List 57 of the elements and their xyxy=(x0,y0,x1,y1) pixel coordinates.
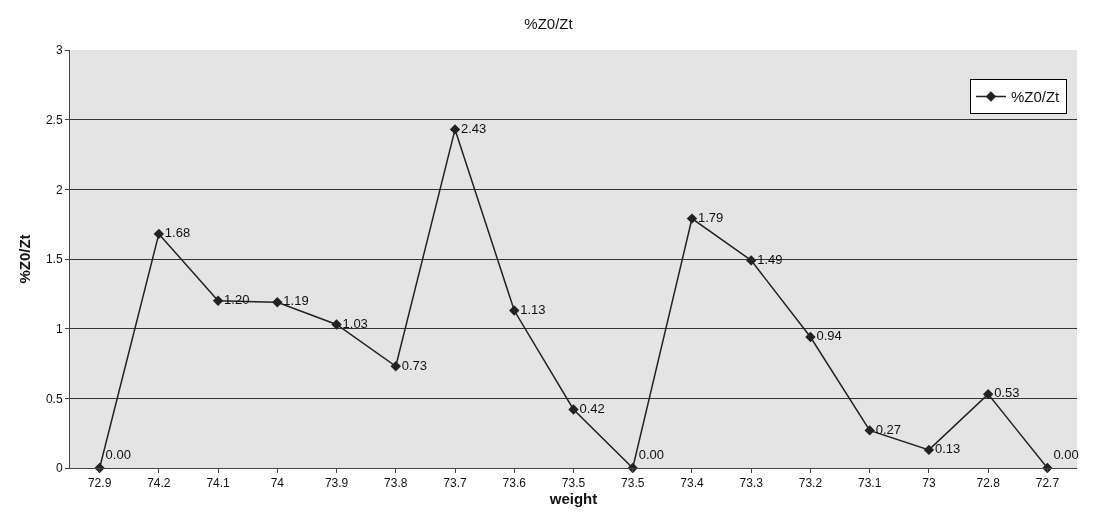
y-tick-label: 2.5 xyxy=(45,112,63,127)
y-tick-label: 1 xyxy=(55,321,63,336)
x-tick-label: 73.6 xyxy=(502,476,527,491)
data-label: 0.42 xyxy=(579,400,605,416)
point xyxy=(864,425,875,436)
point xyxy=(982,388,994,400)
point xyxy=(923,444,935,456)
point xyxy=(686,213,698,224)
data-label: 1.79 xyxy=(697,209,724,225)
y-tick-label: 0 xyxy=(55,461,63,476)
point xyxy=(212,295,224,306)
x-tick-label: 73.9 xyxy=(324,476,349,491)
x-tick-label: 73.7 xyxy=(443,476,468,491)
x-tick-label: 74.2 xyxy=(147,476,171,491)
x-tick-label: 73.3 xyxy=(739,476,764,491)
point xyxy=(272,296,283,308)
point xyxy=(746,255,757,266)
point xyxy=(449,124,461,135)
data-label: 1.19 xyxy=(283,293,309,309)
y-axis-title: %Z0/Zt xyxy=(16,234,33,284)
x-tick-label: 72.9 xyxy=(87,476,112,491)
data-label: 0.13 xyxy=(934,441,961,457)
point xyxy=(331,319,342,330)
y-tick-label: 1.5 xyxy=(45,252,63,267)
x-tick-label: 73.8 xyxy=(384,476,408,491)
x-tick-label: 73.1 xyxy=(858,476,882,491)
y-tick-label: 2 xyxy=(55,182,63,197)
x-tick-label: 74.1 xyxy=(206,476,231,491)
legend-label: %Z0/Zt xyxy=(1010,88,1061,106)
data-label: 0.53 xyxy=(994,385,1020,401)
point xyxy=(153,228,165,240)
point xyxy=(805,331,816,343)
point xyxy=(568,404,579,415)
x-tick-label: 73.5 xyxy=(561,476,586,491)
x-tick-label: 73.2 xyxy=(798,476,823,491)
data-label: 0.27 xyxy=(875,421,901,437)
point xyxy=(509,305,520,316)
x-tick-label: 73 xyxy=(922,476,936,491)
data-label: 1.68 xyxy=(164,225,191,241)
point xyxy=(390,361,401,372)
data-label: 0.00 xyxy=(638,446,665,462)
data-label: 0.94 xyxy=(816,328,842,344)
x-axis-title: weight xyxy=(548,490,598,508)
y-tick-label: 0.5 xyxy=(45,391,63,406)
chart-title: %Z0/Zt xyxy=(524,14,574,32)
y-tick-label: 3 xyxy=(55,43,63,58)
x-tick-label: 74 xyxy=(270,476,285,491)
x-tick-label: 73.4 xyxy=(680,476,704,491)
data-label: 1.13 xyxy=(520,301,546,317)
data-label: 0.73 xyxy=(401,357,428,373)
x-tick-label: 72.7 xyxy=(1035,476,1060,491)
x-tick-label: 72.8 xyxy=(976,476,1001,491)
data-label: 0.00 xyxy=(105,446,131,462)
x-tick-label: 73.5 xyxy=(621,476,645,491)
data-label: 1.03 xyxy=(342,315,368,331)
data-label: 0.00 xyxy=(1053,446,1079,462)
data-label: 2.43 xyxy=(461,120,487,136)
